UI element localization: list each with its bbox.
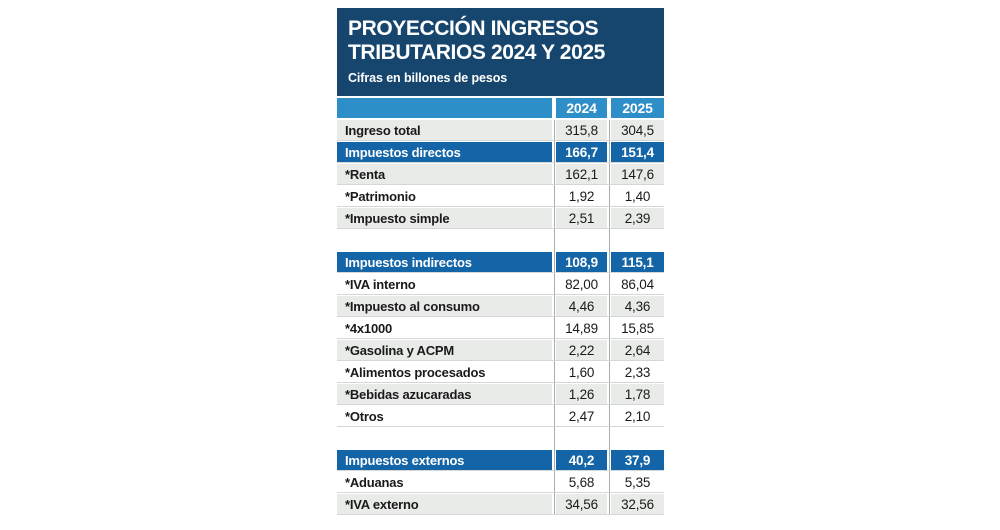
value-2024: 4,46 [556,296,607,317]
value-2024: 14,89 [556,318,607,339]
row-label: *Gasolina y ACPM [337,340,552,361]
table-row: *Alimentos procesados 1,60 2,33 [337,362,664,384]
spacer-row [337,230,664,251]
value-2025: 2,33 [611,362,664,383]
value-2024: 2,47 [556,406,607,427]
value-2025: 304,5 [611,120,664,141]
value-2025: 147,6 [611,164,664,185]
row-label: *IVA interno [337,274,552,295]
value-2024: 82,00 [556,274,607,295]
value-2025: 1,40 [611,186,664,207]
value-2025: 37,9 [611,450,664,471]
table-row: *IVA externo 34,56 32,56 [337,494,664,516]
value-2024: 108,9 [556,252,607,273]
value-2024: 1,26 [556,384,607,405]
section-row: Impuestos indirectos 108,9 115,1 [337,252,664,274]
table-row: *Renta 162,1 147,6 [337,164,664,186]
chart-subtitle: Cifras en billones de pesos [348,71,508,86]
header-year-2024: 2024 [556,98,607,119]
value-2024: 315,8 [556,120,607,141]
spacer-row [337,428,664,449]
table-row: *Impuesto simple 2,51 2,39 [337,208,664,230]
value-2024: 162,1 [556,164,607,185]
header-year-2025: 2025 [611,98,664,119]
table-row: *Impuesto al consumo 4,46 4,36 [337,296,664,318]
value-2025: 115,1 [611,252,664,273]
value-2024: 1,92 [556,186,607,207]
value-2024: 1,60 [556,362,607,383]
value-2025: 2,64 [611,340,664,361]
table-row: *Patrimonio 1,92 1,40 [337,186,664,208]
section-row: Impuestos externos 40,2 37,9 [337,450,664,472]
row-label: *Bebidas azucaradas [337,384,552,405]
row-label: *Renta [337,164,552,185]
chart-title-line-2: TRIBUTARIOS 2024 Y 2025 [348,40,605,64]
value-2024: 166,7 [556,142,607,163]
value-2025: 32,56 [611,494,664,515]
value-2025: 2,10 [611,406,664,427]
column-divider-line [609,120,610,516]
table-row: *Gasolina y ACPM 2,22 2,64 [337,340,664,362]
row-label: *Impuesto al consumo [337,296,552,317]
table-row: *IVA interno 82,00 86,04 [337,274,664,296]
row-label: *IVA externo [337,494,552,515]
value-2025: 86,04 [611,274,664,295]
value-2025: 5,35 [611,472,664,493]
row-label: Ingreso total [337,120,552,141]
section-row: Impuestos directos 166,7 151,4 [337,142,664,164]
value-2024: 2,51 [556,208,607,229]
row-label: *Impuesto simple [337,208,552,229]
row-label: *Alimentos procesados [337,362,552,383]
value-2025: 4,36 [611,296,664,317]
table-row: *Otros 2,47 2,10 [337,406,664,428]
value-2024: 5,68 [556,472,607,493]
row-label: *4x1000 [337,318,552,339]
header-empty-cell [337,98,552,119]
table-body: 2024 2025 Ingreso total 315,8 304,5 Impuest… [337,98,664,516]
value-2025: 1,78 [611,384,664,405]
column-divider-line [554,120,555,516]
table-row: *4x1000 14,89 15,85 [337,318,664,340]
value-2025: 15,85 [611,318,664,339]
value-2025: 151,4 [611,142,664,163]
row-label: *Otros [337,406,552,427]
value-2025: 2,39 [611,208,664,229]
row-label: *Patrimonio [337,186,552,207]
value-2024: 2,22 [556,340,607,361]
table-row: *Bebidas azucaradas 1,26 1,78 [337,384,664,406]
tax-projection-table: PROYECCIÓN INGRESOS TRIBUTARIOS 2024 Y 2… [337,8,664,516]
row-label: Impuestos directos [337,142,552,163]
chart-title-line-1: PROYECCIÓN INGRESOS [348,17,599,40]
table-header-row: 2024 2025 [337,98,664,119]
row-label: Impuestos indirectos [337,252,552,273]
value-2024: 40,2 [556,450,607,471]
row-label: *Aduanas [337,472,552,493]
value-2024: 34,56 [556,494,607,515]
table-row: Ingreso total 315,8 304,5 [337,120,664,142]
row-label: Impuestos externos [337,450,552,471]
title-block: PROYECCIÓN INGRESOS TRIBUTARIOS 2024 Y 2… [337,8,664,97]
table-row: *Aduanas 5,68 5,35 [337,472,664,494]
